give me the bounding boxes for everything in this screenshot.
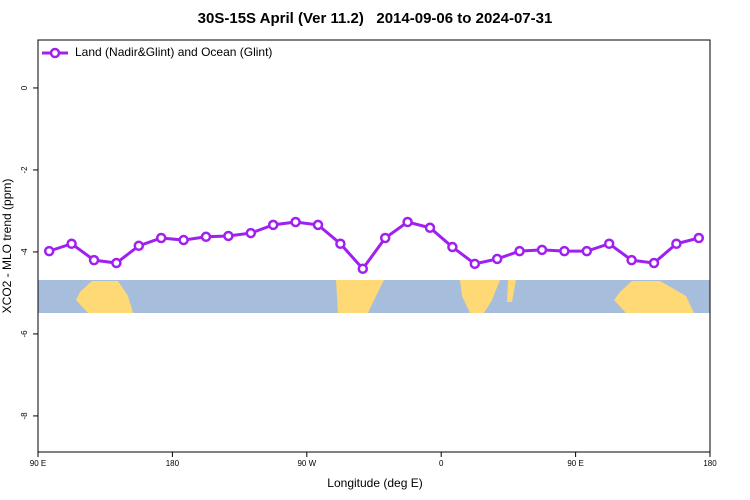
point: [424, 222, 436, 234]
point: [290, 216, 301, 228]
point: [447, 241, 458, 253]
point: [626, 254, 637, 266]
y-axis-label: XCO2 - MLO trend (ppm): [0, 179, 14, 314]
map-strip: [38, 280, 710, 313]
plot-frame: [37, 39, 711, 453]
point: [648, 257, 660, 269]
point: [559, 245, 570, 257]
y-tick-label: -6: [20, 330, 29, 338]
x-tick-label: 90 E: [30, 459, 46, 468]
point: [357, 263, 369, 275]
point: [178, 234, 189, 246]
point: [200, 231, 212, 243]
legend-label: Land (Nadir&Glint) and Ocean (Glint): [75, 45, 272, 59]
x-tick-label: 180: [703, 459, 717, 468]
point: [267, 219, 279, 231]
legend-swatch: [49, 47, 61, 59]
point: [693, 232, 705, 244]
point: [43, 245, 55, 257]
chart-title: 30S-15S April (Ver 11.2) 2014-09-06 to 2…: [198, 10, 553, 27]
x-axis-label: Longitude (deg E): [327, 476, 422, 490]
point: [603, 238, 615, 249]
point: [379, 232, 391, 244]
y-tick-label: -4: [20, 248, 29, 256]
point: [402, 216, 413, 228]
point: [66, 238, 77, 249]
point: [223, 230, 234, 242]
point: [245, 227, 257, 239]
x-tick-label: 90 E: [567, 459, 583, 468]
point: [536, 244, 548, 256]
y-tick-label: -8: [20, 412, 29, 420]
point: [312, 219, 324, 231]
x-tick-label: 180: [166, 459, 180, 468]
y-tick-label: 0: [20, 85, 29, 90]
line: [48, 220, 700, 272]
point: [335, 238, 346, 249]
x-tick-label: 90 W: [297, 459, 316, 468]
point: [491, 253, 503, 265]
point: [469, 258, 481, 270]
x-tick-label: 0: [439, 459, 444, 468]
point: [514, 245, 525, 257]
point: [133, 240, 145, 252]
y-tick-label: -2: [20, 166, 29, 174]
point: [581, 245, 593, 257]
point: [88, 254, 100, 266]
point: [155, 232, 167, 244]
point: [111, 257, 122, 269]
point: [671, 238, 682, 249]
